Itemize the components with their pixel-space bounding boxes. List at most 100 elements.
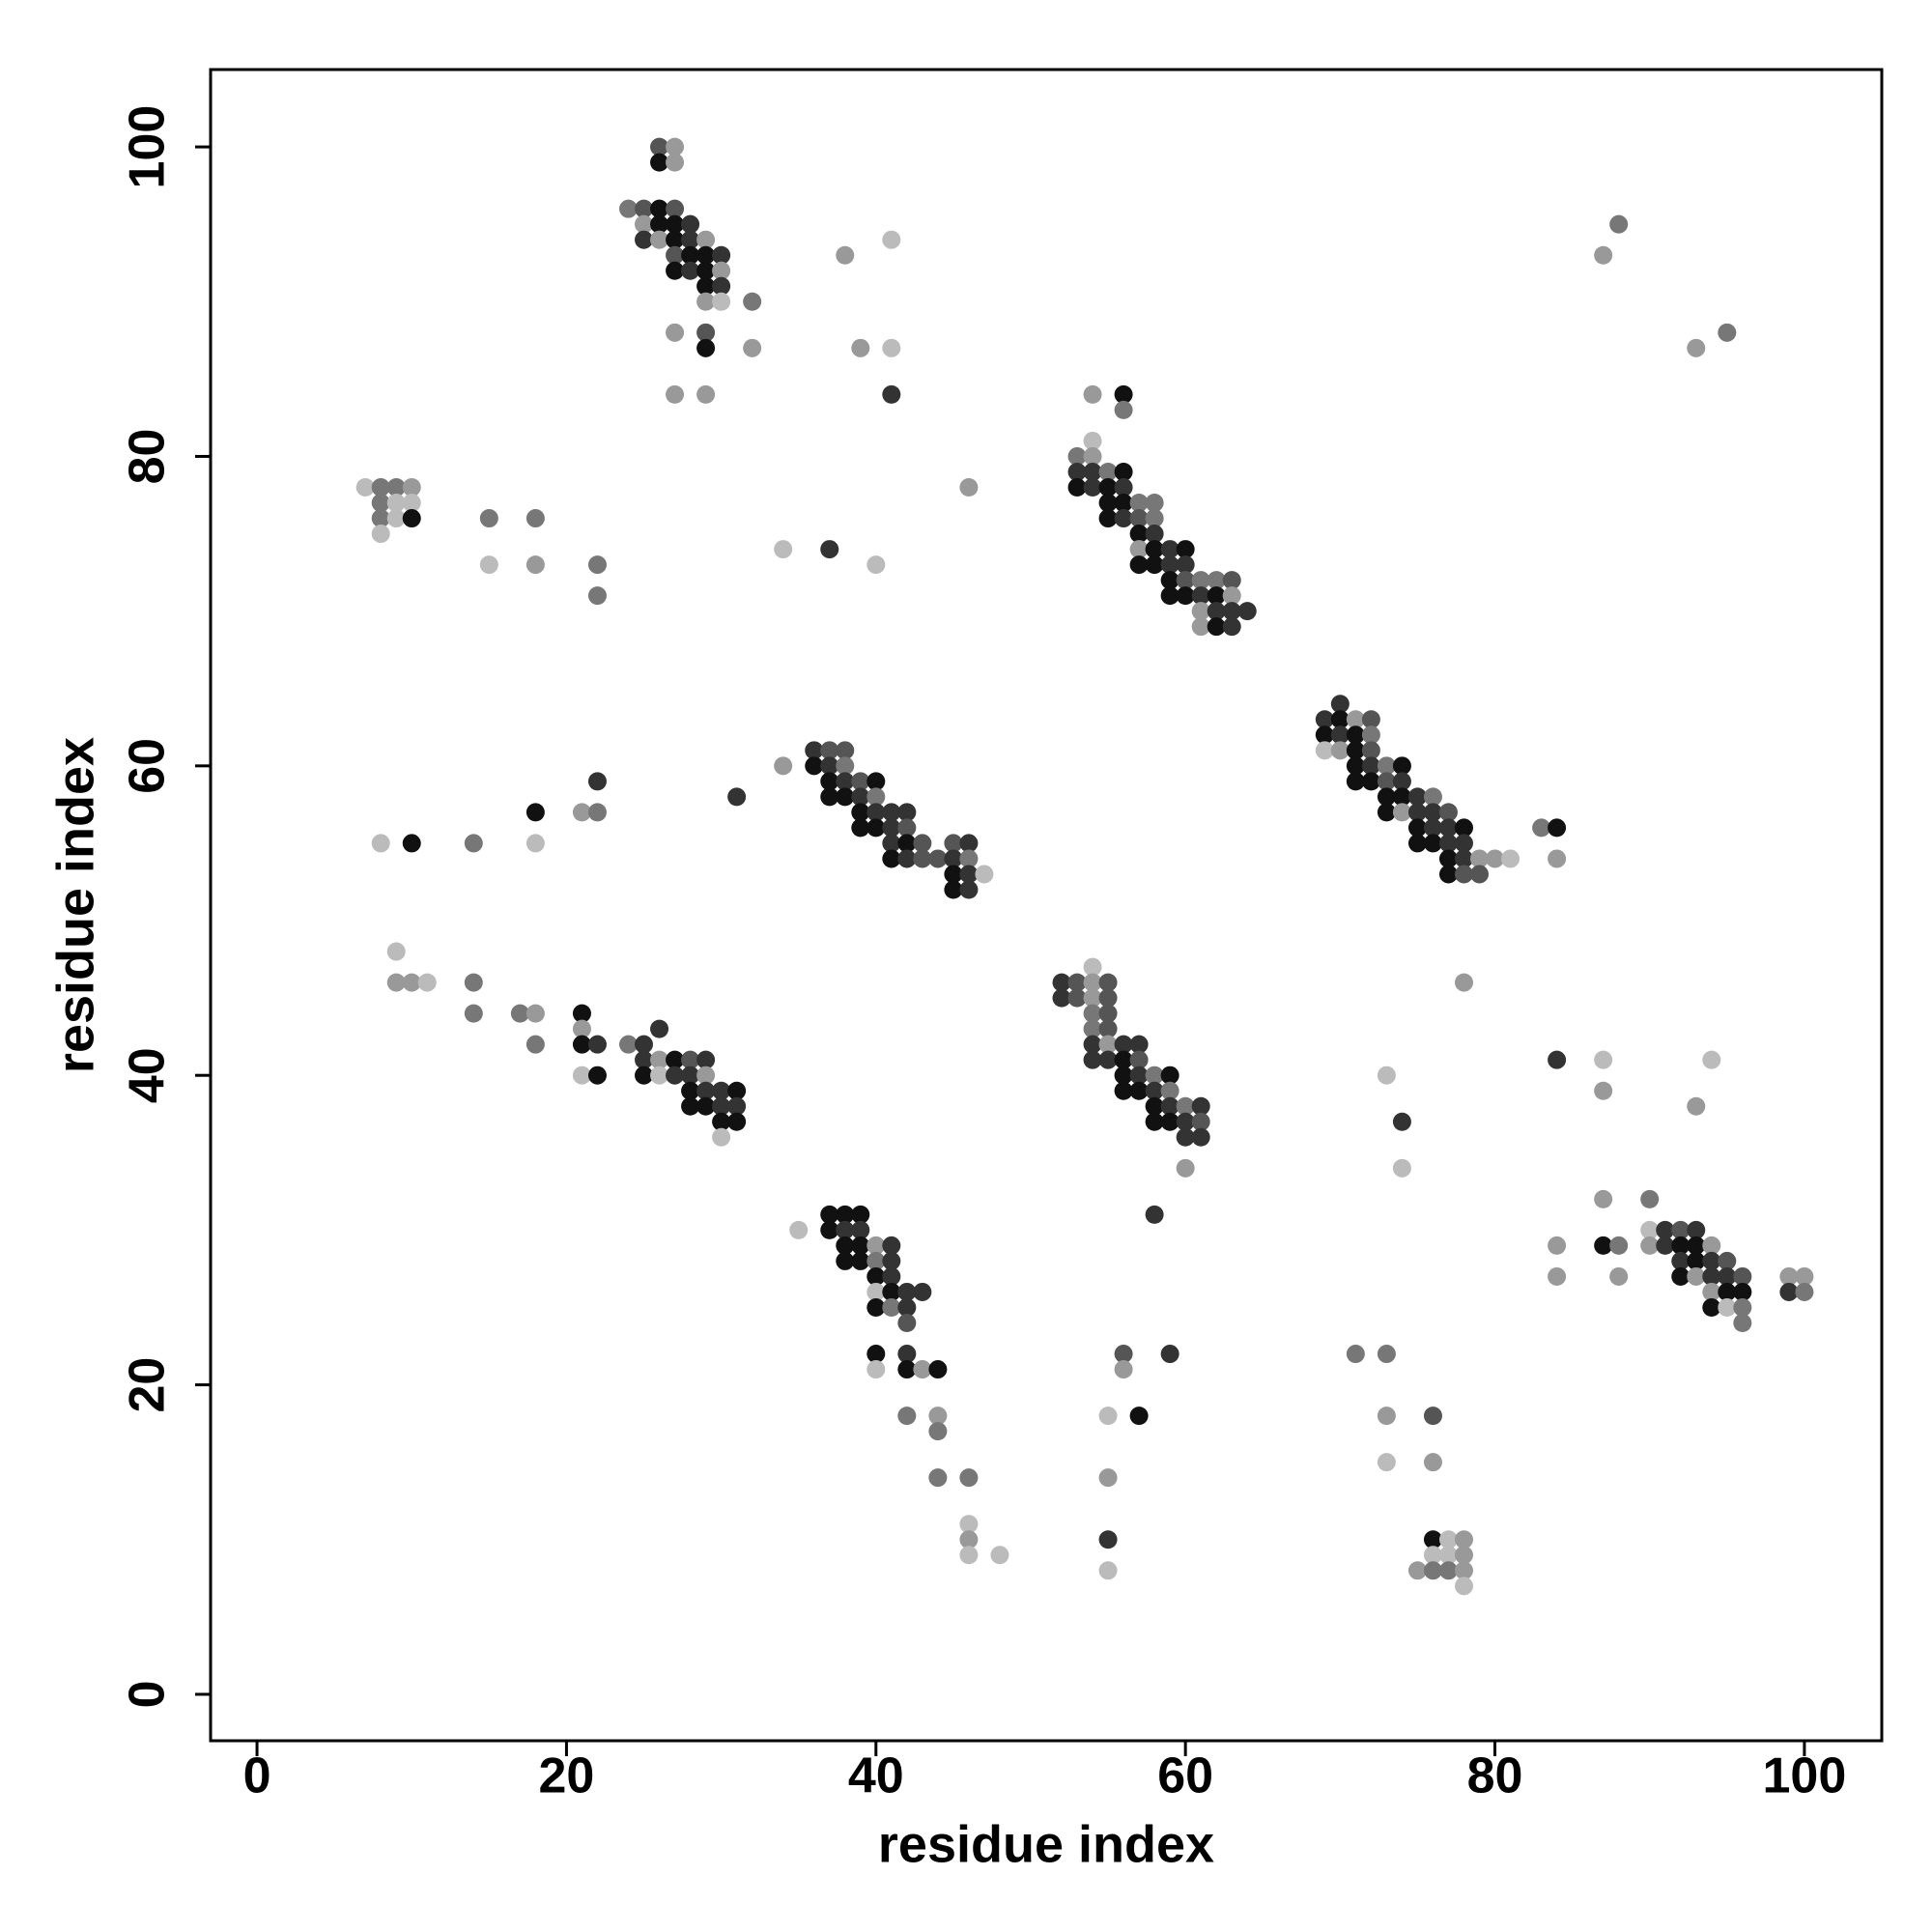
contact-point [1114, 1360, 1133, 1379]
contact-point [1098, 1035, 1118, 1054]
contact-point [851, 787, 870, 807]
contact-point [1083, 1019, 1102, 1038]
contact-point [1671, 1251, 1690, 1270]
contact-point [1129, 494, 1149, 513]
contact-point [959, 1546, 979, 1565]
contact-point [928, 1360, 948, 1379]
contact-point [1067, 988, 1087, 1008]
contact-point [402, 494, 421, 513]
contact-point [1609, 1266, 1629, 1286]
contact-point [635, 230, 654, 249]
contact-point [1377, 1406, 1396, 1426]
contact-point [681, 230, 700, 249]
contact-point [355, 478, 375, 497]
contact-point [510, 1004, 529, 1023]
contact-point [1083, 431, 1102, 450]
x-axis-title: residue index [878, 1815, 1214, 1873]
contact-point [913, 1360, 932, 1379]
contact-point [371, 834, 390, 853]
contact-point [1438, 1530, 1458, 1549]
contact-point [712, 1127, 731, 1147]
contact-point [836, 756, 855, 776]
contact-point [666, 1050, 685, 1069]
contact-point [836, 245, 855, 265]
contact-point [1455, 834, 1473, 853]
contact-point [867, 1345, 886, 1364]
contact-point [867, 555, 886, 575]
contact-point [1098, 1406, 1118, 1426]
contact-point [587, 1035, 607, 1054]
contact-point [1083, 957, 1102, 977]
contact-point [696, 261, 716, 280]
contact-point [1129, 1035, 1149, 1054]
contact-point [526, 555, 545, 575]
contact-point [1098, 1561, 1118, 1580]
contact-point [666, 323, 685, 342]
contact-point [774, 540, 793, 559]
contact-point [851, 818, 870, 838]
contact-point [1114, 462, 1133, 481]
contact-point [1083, 988, 1102, 1008]
contact-point [1702, 1050, 1721, 1069]
contact-point [851, 338, 870, 357]
contact-point [1423, 1561, 1442, 1580]
contact-point [1176, 571, 1195, 590]
contact-point [1656, 1236, 1675, 1255]
contact-point [1098, 1004, 1118, 1023]
contact-point [1361, 772, 1380, 791]
contact-point [1160, 1096, 1179, 1116]
contact-point [1423, 803, 1442, 822]
y-tick-label: 20 [120, 1357, 176, 1413]
contact-point [1548, 849, 1567, 868]
contact-point [867, 772, 886, 791]
contact-point [386, 509, 406, 528]
contact-point [1145, 1096, 1164, 1116]
contact-point [882, 384, 901, 404]
contact-point [1191, 1096, 1210, 1116]
contact-point [897, 1297, 917, 1317]
contact-point [1160, 1345, 1179, 1364]
contact-point [666, 214, 685, 234]
contact-point [1640, 1189, 1660, 1208]
contact-point [1129, 525, 1149, 544]
contact-point [1702, 1236, 1721, 1255]
contact-point [1346, 741, 1365, 760]
contact-point [1129, 509, 1149, 528]
contact-point [820, 1205, 839, 1224]
contact-point [1407, 803, 1427, 822]
contact-point [836, 1236, 855, 1255]
contact-point [1377, 1065, 1396, 1085]
contact-point [1392, 1112, 1411, 1131]
contact-point [897, 818, 917, 838]
y-tick-label: 80 [120, 429, 176, 485]
contact-point [1315, 710, 1334, 729]
contact-point [712, 261, 731, 280]
contact-point [1222, 602, 1241, 621]
contact-point [882, 338, 901, 357]
contact-point [1407, 834, 1427, 853]
contact-point [1083, 1035, 1102, 1054]
contact-point [820, 772, 839, 791]
contact-point [1392, 772, 1411, 791]
contact-point [836, 787, 855, 807]
contact-point [1702, 1251, 1721, 1270]
contact-point [1594, 1189, 1613, 1208]
contact-point [1718, 1282, 1737, 1301]
contact-point [1470, 865, 1490, 884]
contact-point [897, 1406, 917, 1426]
contact-point [696, 1050, 716, 1069]
contact-point [1330, 695, 1350, 714]
contact-point [1129, 1050, 1149, 1069]
contact-point [867, 1360, 886, 1379]
contact-point [944, 834, 963, 853]
contact-point [1129, 1065, 1149, 1085]
contact-point [743, 292, 762, 311]
contact-point [867, 803, 886, 822]
contact-point [1548, 818, 1567, 838]
contact-point [727, 1112, 747, 1131]
contact-point [386, 478, 406, 497]
contact-point [897, 834, 917, 853]
contact-point [1145, 525, 1164, 544]
